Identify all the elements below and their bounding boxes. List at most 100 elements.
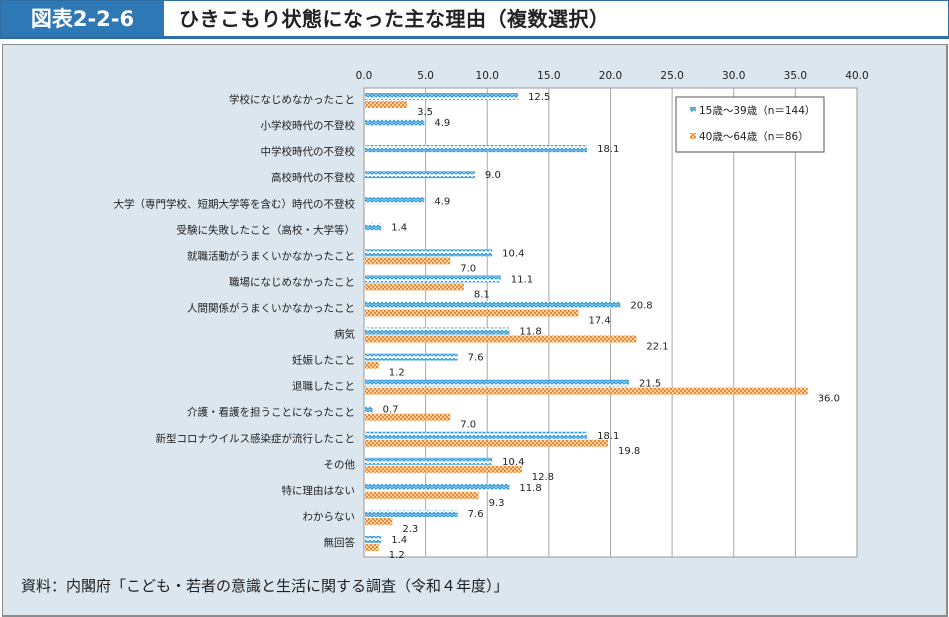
bar-15-39 xyxy=(365,197,425,205)
bar-15-39 xyxy=(365,301,621,309)
bar-15-39 xyxy=(365,145,588,153)
data-label-40-64: 9.3 xyxy=(489,498,505,509)
category-label: 中学校時代の不登校 xyxy=(261,145,356,158)
figure-number: 図表2-2-6 xyxy=(1,1,164,37)
category-label: その他 xyxy=(324,458,356,471)
bar-40-64 xyxy=(365,413,451,421)
data-label-40-64: 7.0 xyxy=(460,263,476,274)
category-label: 退職したこと xyxy=(292,381,355,393)
category-label: 新型コロナウイルス感染症が流行したこと xyxy=(156,432,356,445)
x-tick-label: 35.0 xyxy=(784,70,807,82)
bar-40-64 xyxy=(365,465,522,473)
data-label-40-64: 17.4 xyxy=(588,315,610,326)
bar-40-64 xyxy=(365,543,379,551)
category-label: 人間関係がうまくいかなかったこと xyxy=(187,301,355,314)
x-tick-label: 40.0 xyxy=(845,70,868,82)
data-label-15-39: 11.1 xyxy=(511,274,533,285)
category-label: 特に理由はない xyxy=(282,484,356,497)
figure-header: 図表2-2-6 ひきこもり状態になった主な理由（複数選択） xyxy=(0,0,949,38)
category-label: 職場になじめなかったこと xyxy=(229,275,355,288)
x-tick-label: 25.0 xyxy=(660,70,683,82)
category-label: 妊娠したこと xyxy=(292,354,355,367)
x-tick-label: 10.0 xyxy=(476,70,499,82)
bar-15-39 xyxy=(365,431,588,439)
data-label-40-64: 7.0 xyxy=(460,420,476,431)
data-label-15-39: 11.8 xyxy=(519,483,541,494)
category-label: 高校時代の不登校 xyxy=(271,171,355,184)
category-label: 就職活動がうまくいかなかったこと xyxy=(187,249,355,262)
legend-swatch-15-39 xyxy=(690,107,696,113)
category-label: 小学校時代の不登校 xyxy=(261,119,356,132)
data-label-15-39: 21.5 xyxy=(639,379,661,390)
category-label: 病気 xyxy=(334,328,355,341)
bar-15-39 xyxy=(365,509,458,517)
data-label-40-64: 1.2 xyxy=(389,550,405,561)
bar-40-64 xyxy=(365,335,637,343)
bar-40-64 xyxy=(365,257,451,265)
bar-15-39 xyxy=(365,353,458,361)
bar-15-39 xyxy=(365,457,493,465)
bar-40-64 xyxy=(365,101,408,109)
legend-swatch-40-64 xyxy=(690,133,696,139)
data-label-40-64: 19.8 xyxy=(618,446,640,457)
bar-40-64 xyxy=(365,361,379,369)
bar-15-39 xyxy=(365,119,425,127)
bar-40-64 xyxy=(365,387,808,395)
category-label: 大学（専門学校、短期大学等を含む）時代の不登校 xyxy=(114,197,356,210)
bar-40-64 xyxy=(365,283,464,291)
data-label-40-64: 22.1 xyxy=(646,342,668,353)
category-label: わからない xyxy=(303,511,356,523)
data-label-15-39: 0.7 xyxy=(383,405,399,416)
figure-title: ひきこもり状態になった主な理由（複数選択） xyxy=(179,7,610,31)
data-label-15-39: 1.4 xyxy=(391,222,407,233)
category-label: 無回答 xyxy=(324,536,356,549)
data-label-15-39: 4.9 xyxy=(434,118,450,129)
data-label-15-39: 12.5 xyxy=(528,92,550,103)
data-label-15-39: 18.1 xyxy=(597,144,619,155)
bar-15-39 xyxy=(365,379,629,387)
source-note: 資料：内閣府「こども・若者の意識と生活に関する調査（令和４年度）」 xyxy=(21,577,509,595)
data-label-40-64: 8.1 xyxy=(474,289,490,300)
bar-40-64 xyxy=(365,491,479,499)
bar-15-39 xyxy=(365,223,382,231)
data-label-15-39: 7.6 xyxy=(468,509,484,520)
data-label-15-39: 10.4 xyxy=(502,457,524,468)
data-label-15-39: 4.9 xyxy=(434,196,450,207)
bar-15-39 xyxy=(365,171,475,179)
x-tick-label: 5.0 xyxy=(417,70,434,82)
bar-40-64 xyxy=(365,309,579,317)
data-label-15-39: 18.1 xyxy=(597,431,619,442)
bar-15-39 xyxy=(365,249,493,257)
bar-15-39 xyxy=(365,327,510,335)
data-label-15-39: 1.4 xyxy=(391,535,407,546)
bar-15-39 xyxy=(365,93,519,101)
bar-40-64 xyxy=(365,517,393,525)
x-tick-label: 30.0 xyxy=(722,70,745,82)
data-label-15-39: 11.8 xyxy=(519,327,541,338)
legend-label-15-39: 15歳～39歳（n＝144） xyxy=(699,105,815,117)
header-underline xyxy=(0,36,949,39)
data-label-15-39: 7.6 xyxy=(468,353,484,364)
data-label-40-64: 2.3 xyxy=(402,524,418,535)
bar-15-39 xyxy=(365,405,373,413)
data-label-40-64: 36.0 xyxy=(818,394,840,405)
legend-label-40-64: 40歳～64歳（n＝86） xyxy=(699,131,809,143)
data-label-15-39: 9.0 xyxy=(485,170,501,181)
data-label-40-64: 1.2 xyxy=(389,368,405,379)
legend: 15歳～39歳（n＝144） 40歳～64歳（n＝86） xyxy=(675,96,825,153)
bar-15-39 xyxy=(365,483,510,491)
bar-15-39 xyxy=(365,275,501,283)
bar-15-39 xyxy=(365,535,382,543)
x-tick-label: 15.0 xyxy=(537,70,560,82)
data-label-40-64: 3.5 xyxy=(417,107,433,118)
bar-40-64 xyxy=(365,439,609,447)
data-label-40-64: 12.8 xyxy=(532,472,554,483)
category-label: 介護・看護を担うことになったこと xyxy=(187,406,355,419)
x-tick-label: 20.0 xyxy=(599,70,622,82)
category-label: 学校になじめなかったこと xyxy=(229,93,355,106)
data-label-15-39: 10.4 xyxy=(502,248,524,259)
x-tick-label: 0.0 xyxy=(356,70,373,82)
category-label: 受験に失敗したこと（高校・大学等） xyxy=(177,223,356,236)
data-label-15-39: 20.8 xyxy=(630,300,652,311)
